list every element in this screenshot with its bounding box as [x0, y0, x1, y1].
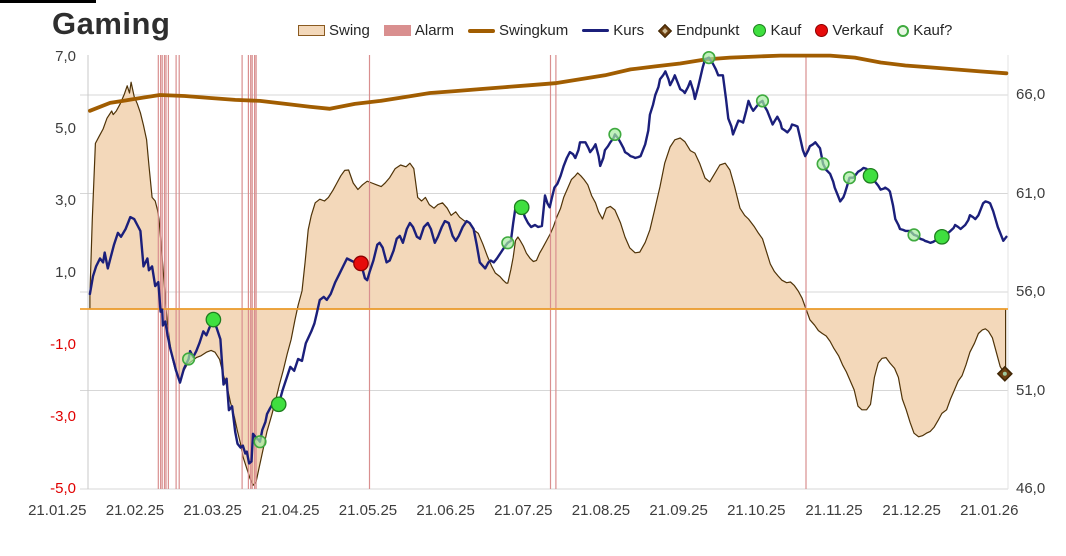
- x-axis-tick-label: 21.05.25: [338, 502, 398, 519]
- kauf-frage-marker: [755, 94, 770, 108]
- legend-item-kauf: Kauf: [753, 22, 801, 39]
- swing-area: [89, 81, 1007, 486]
- legend-item-endpunkt: Endpunkt: [658, 22, 739, 39]
- kauf-marker: [862, 167, 879, 184]
- x-axis-tick-label: 21.03.25: [183, 502, 242, 519]
- left-axis-tick-label: -1,0: [50, 336, 76, 353]
- legend-label: Verkauf: [832, 22, 884, 39]
- verkauf-dot-icon: [815, 24, 829, 37]
- legend-item-kauf-frage: Kauf?: [897, 22, 952, 39]
- verkauf-marker: [353, 255, 369, 272]
- kauf-marker: [205, 311, 222, 328]
- page-title: Gaming: [52, 6, 171, 41]
- right-axis-tick-label: 66,0: [1016, 86, 1046, 103]
- x-axis-tick-label: 21.10.25: [727, 502, 786, 519]
- alarm-swatch-icon: [383, 25, 411, 36]
- x-axis-tick-label: 21.12.25: [882, 502, 941, 519]
- x-axis-tick-label: 21.04.25: [261, 502, 320, 519]
- legend-item-swingkum: Swingkum: [468, 22, 568, 39]
- legend-item-alarm: Alarm: [383, 22, 455, 39]
- kauf-marker: [513, 199, 530, 216]
- kauf-frage-marker: [907, 228, 921, 242]
- kauf-frage-marker: [182, 352, 196, 366]
- kauf-frage-marker: [501, 236, 515, 250]
- right-axis-tick-label: 61,0: [1016, 184, 1046, 202]
- x-axis-tick-label: 21.01.25: [28, 502, 87, 519]
- left-axis-tick-label: 3,0: [55, 192, 76, 209]
- legend-label: Kauf?: [913, 22, 953, 39]
- x-axis-tick-label: 21.06.25: [416, 502, 475, 519]
- right-axis-tick-label: 46,0: [1016, 480, 1046, 497]
- legend-label: Kauf: [770, 22, 802, 39]
- kauf-frage-marker: [608, 127, 622, 141]
- left-axis-tick-label: -3,0: [50, 408, 76, 425]
- legend-label: Alarm: [414, 22, 455, 39]
- x-axis-tick-label: 21.01.26: [960, 502, 1019, 519]
- kurs-line-icon: [582, 29, 610, 32]
- legend: Swing Alarm Swingkum Kurs Endpunkt Kauf …: [298, 22, 952, 39]
- kauf-frage-marker: [253, 435, 267, 449]
- x-axis-tick-label: 21.02.25: [105, 502, 165, 519]
- kauf-frage-marker: [702, 50, 716, 65]
- kauf-frage-marker: [816, 157, 830, 171]
- endpunkt-marker-center: [1002, 371, 1007, 376]
- legend-label: Swing: [329, 22, 370, 39]
- kauf-frage-marker: [842, 171, 857, 185]
- kauf-dot-icon: [753, 24, 767, 37]
- left-axis-tick-label: 1,0: [55, 264, 76, 281]
- kauf-marker: [934, 228, 950, 245]
- legend-label: Swingkum: [499, 22, 569, 39]
- legend-item-verkauf: Verkauf: [815, 22, 883, 39]
- kauf-marker: [270, 396, 287, 413]
- swingkum-line: [88, 53, 1009, 113]
- swing-swatch-icon: [298, 25, 325, 36]
- screenshot-edge-artifact: [0, 0, 96, 3]
- legend-item-swing: Swing: [298, 22, 370, 39]
- left-axis-tick-label: 5,0: [55, 120, 76, 137]
- kauf-frage-ring-icon: [897, 24, 910, 37]
- left-axis-tick-label: 7,0: [55, 48, 76, 65]
- right-axis-tick-label: 56,0: [1016, 283, 1046, 300]
- legend-label: Kurs: [613, 22, 645, 39]
- x-axis-tick-label: 21.08.25: [571, 502, 631, 519]
- x-axis-tick-label: 21.11.25: [805, 502, 863, 519]
- right-axis-tick-label: 51,0: [1016, 381, 1046, 399]
- left-axis-tick-label: -5,0: [50, 480, 76, 497]
- x-axis-tick-label: 21.09.25: [649, 502, 708, 519]
- legend-label: Endpunkt: [676, 22, 740, 39]
- x-axis-tick-label: 21.07.25: [494, 502, 553, 519]
- legend-item-kurs: Kurs: [582, 22, 644, 39]
- swingkum-line-icon: [468, 28, 496, 33]
